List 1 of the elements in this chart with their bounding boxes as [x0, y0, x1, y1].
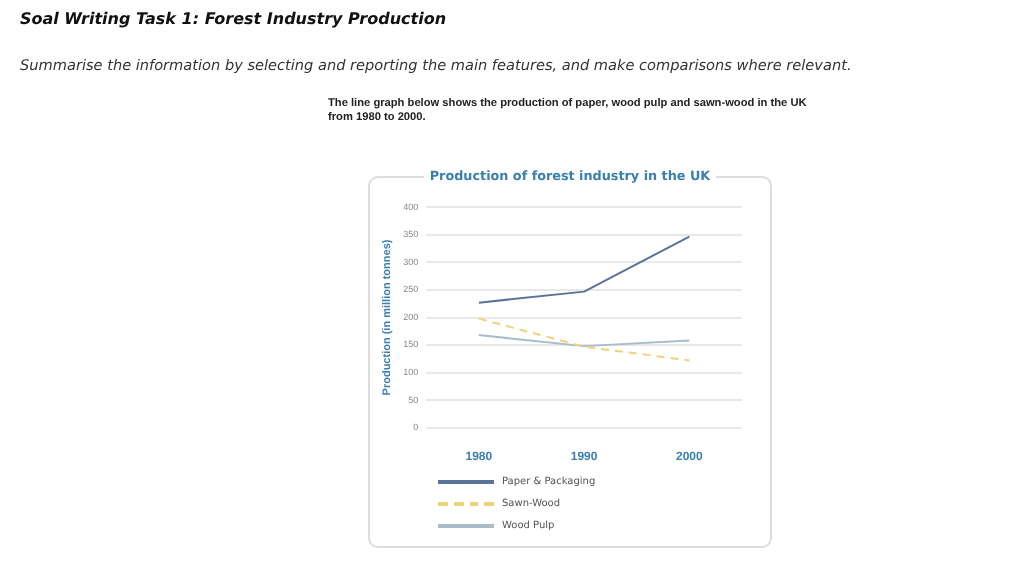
- text: Soal Writing Task 1: Forest Industry Production: [20, 10, 447, 28]
